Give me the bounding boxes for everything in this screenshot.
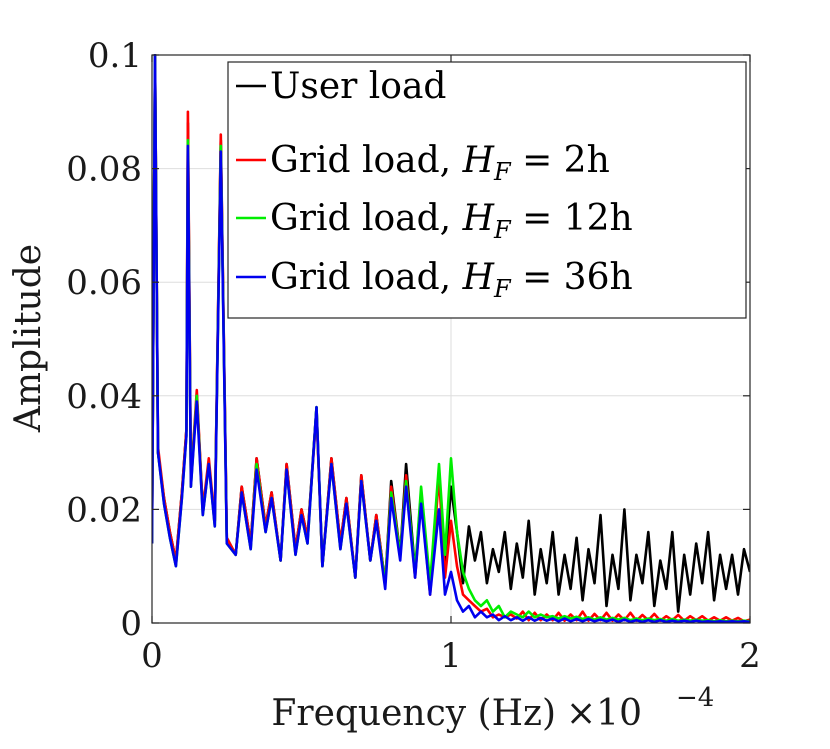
y-axis-ticks: 0 0.02 0.04 0.06 0.08 0.1 xyxy=(66,36,750,644)
x-axis-scale-exponent: −4 xyxy=(676,683,714,713)
y-axis-title: Amplitude xyxy=(8,244,49,433)
legend-math-1: H xyxy=(462,140,495,181)
legend: User load Grid load, HF = 2h Grid load, HF… xyxy=(227,61,747,319)
y-tick-label-4: 0.08 xyxy=(66,150,142,190)
legend-math-value-3: = 36h xyxy=(511,257,633,298)
y-tick-label-1: 0.02 xyxy=(66,490,142,530)
y-tick-label-0: 0 xyxy=(120,604,142,644)
x-tick-label-2: 2 xyxy=(739,636,761,676)
x-tick-label-1: 1 xyxy=(440,636,462,676)
legend-label-1: Grid load, HF = 2h xyxy=(270,140,610,186)
legend-math-subscript-1: F xyxy=(493,158,512,186)
y-tick-label-3: 0.06 xyxy=(66,263,142,303)
y-tick-label-2: 0.04 xyxy=(66,377,142,417)
x-axis-ticks: 0 1 2 xyxy=(141,55,761,676)
legend-label-3: Grid load, HF = 36h xyxy=(270,257,633,303)
legend-box xyxy=(227,61,747,319)
legend-label-0: User load xyxy=(270,66,446,107)
legend-label-2: Grid load, HF = 12h xyxy=(270,198,633,244)
legend-math-2: H xyxy=(462,198,495,239)
series-line-3 xyxy=(152,54,750,623)
legend-math-value-2: = 12h xyxy=(511,198,633,239)
legend-math-3: H xyxy=(462,257,495,298)
x-tick-label-0: 0 xyxy=(141,636,163,676)
legend-math-subscript-2: F xyxy=(493,216,512,244)
y-tick-label-5: 0.1 xyxy=(88,36,142,76)
legend-math-subscript-3: F xyxy=(493,275,512,303)
x-axis-scale-factor: ×10 xyxy=(566,693,642,734)
legend-entries: User load Grid load, HF = 2h Grid load, HF… xyxy=(236,66,633,303)
series-lines xyxy=(152,54,750,623)
x-axis-title: Frequency (Hz) xyxy=(271,693,556,734)
legend-math-value-1: = 2h xyxy=(511,140,610,181)
